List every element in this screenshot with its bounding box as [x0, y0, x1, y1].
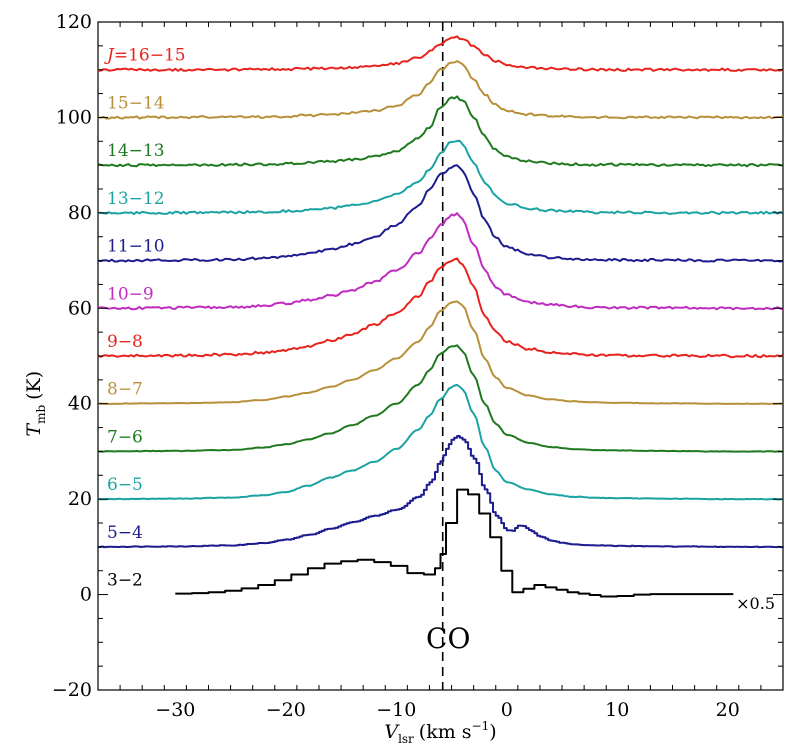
y-tick-label: 20	[68, 488, 92, 510]
molecule-annotation: CO	[426, 622, 470, 655]
series-line-16-15	[97, 35, 784, 72]
scale-annotation: ×0.5	[736, 594, 775, 613]
series-label: J=16−15	[104, 46, 186, 66]
series-label: 11−10	[107, 237, 165, 257]
series-label: 15−14	[107, 93, 165, 113]
y-tick-label: 40	[68, 393, 92, 415]
y-tick-label: −20	[52, 679, 92, 701]
y-tick-label: 0	[80, 584, 92, 606]
x-tick-label: −10	[376, 699, 416, 721]
x-tick-label: −30	[155, 699, 195, 721]
series-label: 7−6	[107, 427, 143, 447]
x-tick-label: 0	[501, 699, 513, 721]
series-line-10-9	[97, 212, 784, 311]
series-line-5-4	[98, 435, 784, 549]
x-axis-label: Vlsr (km s−1)	[384, 719, 496, 746]
y-tick-label: 120	[56, 11, 92, 33]
y-tick-label: 60	[68, 297, 92, 319]
y-axis-label: Tmb(K)	[23, 371, 48, 437]
y-tick-label: 80	[68, 202, 92, 224]
ticks-layer: −30 −20 −10 0 10 20 −20 0 20 40 60 80 100 120	[52, 11, 784, 721]
series-line-9-8	[97, 257, 784, 359]
series-line-15-14	[97, 60, 784, 120]
series-line-7-6	[97, 344, 784, 453]
series-line-3-2	[175, 488, 734, 598]
x-tick-label: 20	[716, 699, 740, 721]
series-line-6-5	[97, 383, 784, 501]
series-line-13-12	[97, 139, 784, 215]
series-label: 6−5	[107, 475, 143, 495]
x-tick-label: −20	[266, 699, 306, 721]
y-tick-label: 100	[56, 106, 92, 128]
series-layer	[97, 35, 784, 598]
series-label: 3−2	[107, 571, 143, 591]
x-tick-label: 10	[605, 699, 629, 721]
labels-layer: 3−2 5−4 6−5 7−6 8−7 9−8 10−9 11−10 13−12 14−13 15−…	[23, 46, 775, 746]
series-label: 9−8	[107, 332, 143, 352]
series-label: 13−12	[107, 189, 165, 209]
series-line-8-7	[97, 300, 784, 405]
series-line-14-13	[97, 95, 784, 168]
series-label: 10−9	[107, 284, 154, 304]
series-label: 8−7	[107, 380, 143, 400]
series-label: 5−4	[107, 523, 143, 543]
series-line-11-10	[97, 164, 784, 263]
series-label: 14−13	[107, 141, 165, 161]
